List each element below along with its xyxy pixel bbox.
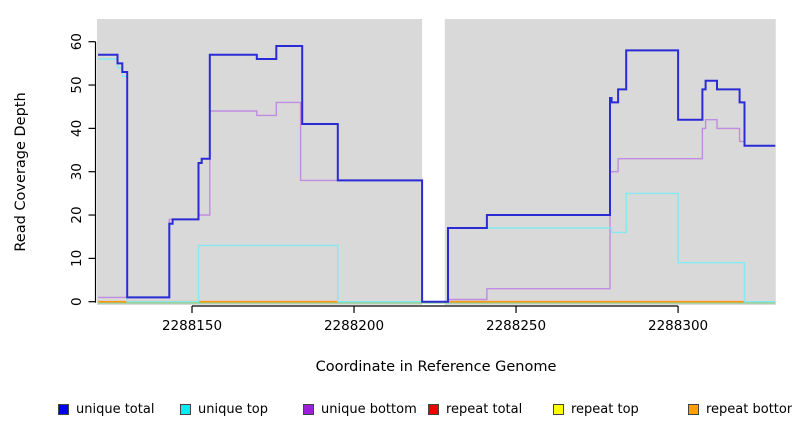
unique-total-swatch-icon [58,403,69,415]
y-axis-title: Read Coverage Depth [13,92,29,251]
legend-item-repeat-top: repeat top [553,401,639,417]
x-tick-label: 2288150 [162,318,222,334]
y-tick-label: 20 [69,206,85,223]
legend-item-unique-top: unique top [180,401,268,417]
repeat-top-swatch-icon [553,403,564,415]
y-tick-label: 0 [69,297,85,306]
unique-top-swatch-icon [180,403,191,415]
legend-label: unique top [198,401,269,417]
repeat-bottom-swatch-icon [688,403,699,415]
unique-total-line [98,45,776,303]
legend-label: unique bottom [321,401,417,417]
x-tick-label: 2288250 [486,318,546,334]
legend-label: repeat top [571,401,639,417]
y-tick-label: 40 [69,120,85,137]
y-tick-label: 60 [69,33,85,50]
x-tick-label: 2288200 [324,318,384,334]
unique-bottom-line [98,101,776,303]
legend-item-unique-bottom: unique bottom [303,401,417,417]
unique-bottom-swatch-icon [303,403,314,415]
y-tick-label: 30 [69,163,85,180]
y-tick-label: 10 [69,250,85,267]
legend-label: unique total [76,401,155,417]
plot-panel-left [97,19,423,305]
repeat-total-swatch-icon [428,403,439,415]
x-tick-label: 2288300 [648,318,708,334]
plot-axes: 0 10 20 30 40 50 60 2288150 2288200 2288250 228830… [69,33,708,334]
legend-label: repeat bottom [706,401,792,417]
x-axis-title: Coordinate in Reference Genome [316,359,557,375]
coverage-lines [98,45,776,304]
legend-item-unique-total: unique total [58,401,154,417]
legend-item-repeat-total: repeat total [428,401,522,417]
legend-label: repeat total [446,401,523,417]
y-tick-label: 50 [69,76,85,93]
legend-item-repeat-bottom: repeat bottom [688,401,792,417]
